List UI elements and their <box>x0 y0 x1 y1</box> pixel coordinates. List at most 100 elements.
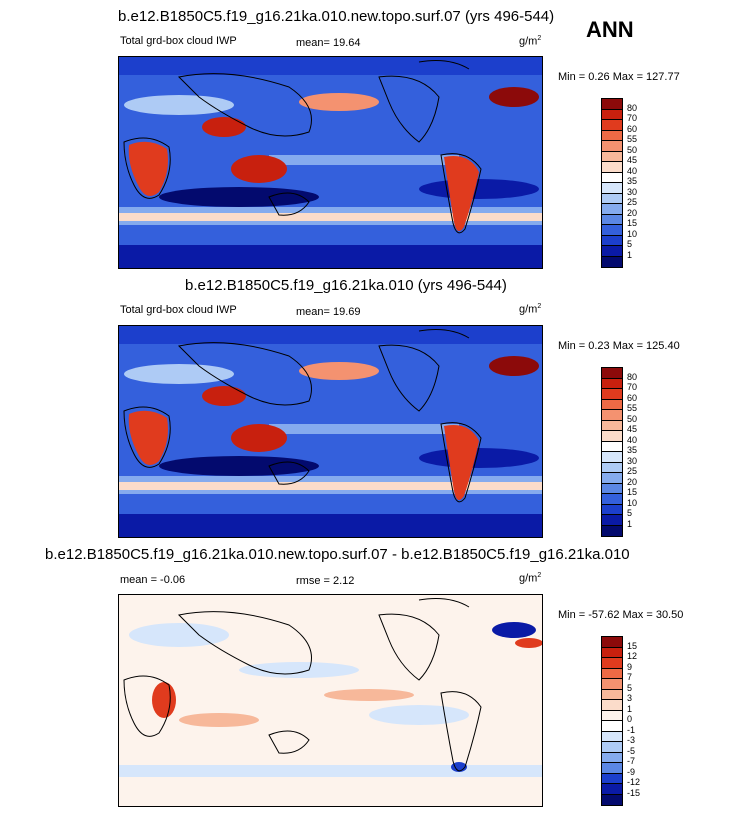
panel1-colorbar-swatch <box>602 193 622 204</box>
panel3-colorbar-tick-label: 5 <box>627 682 633 693</box>
panel2-nh-atlantic <box>124 364 234 384</box>
panel1-colorbar-tick-label: 55 <box>627 134 638 144</box>
panel3-colorbar-swatches <box>602 637 622 805</box>
panel3-colorbar <box>601 636 623 806</box>
panel3-coastlines <box>123 598 482 772</box>
panel1-colorbar-swatch <box>602 141 622 152</box>
panel1-map <box>118 56 543 269</box>
panel2-colorbar-tick-label: 20 <box>627 476 638 487</box>
panel3-colorbar-swatch <box>602 658 622 669</box>
panel3-mean-label: mean = -0.06 <box>120 574 186 586</box>
panel2-nh-pacific <box>299 362 379 380</box>
panel2-colorbar-tick-label: 15 <box>627 487 638 497</box>
panel2-colorbar-tick-label: 60 <box>627 392 638 403</box>
panel1-itcz <box>269 155 459 165</box>
panel3-colorbar-tick-label: 0 <box>627 714 633 724</box>
panel1-maritime-hotspot <box>231 155 287 183</box>
panel3-colorbar-swatch <box>602 763 622 774</box>
panel3-colorbar-tick-label: -7 <box>627 756 636 766</box>
panel3-minmax: Min = -57.62 Max = 30.50 <box>558 609 684 621</box>
panel1-colorbar-swatch <box>602 256 622 267</box>
panel3-colorbar-tick-label: -9 <box>627 766 636 777</box>
panel1-colorbar-tick-label: 60 <box>627 123 638 134</box>
panel2-itcz <box>269 424 459 434</box>
panel1-colorbar-tick-label: 80 <box>627 102 638 113</box>
panel3-colorbar-tick-label: 3 <box>627 693 633 703</box>
panel2-colorbar-swatch <box>602 525 622 536</box>
panel2-colorbar-tick-label: 35 <box>627 445 638 455</box>
panel1-colorbar-tick-label: 25 <box>627 197 638 207</box>
panel3-rmse-label: rmse = 2.12 <box>296 575 355 587</box>
panel2-colorbar-tick-label: 70 <box>627 382 638 392</box>
panel1-colorbar-tick-label: 15 <box>627 218 638 228</box>
panel2-minmax: Min = 0.23 Max = 125.40 <box>558 340 680 352</box>
panel2-colorbar-tick-label: 40 <box>627 434 638 445</box>
panel3-colorbar-tick-label: 9 <box>627 661 633 672</box>
panel1-colorbar-swatch <box>602 130 622 141</box>
panel1-nh-atlantic <box>124 95 234 115</box>
panel2-band-antarctic <box>119 514 542 537</box>
panel1-colorbar-tick-label: 20 <box>627 207 638 218</box>
panel3-colorbar-swatch <box>602 794 622 805</box>
panel2-coastlines <box>123 329 482 503</box>
panel2-dry-indian <box>159 456 319 476</box>
panel1-colorbar-tick-label: 70 <box>627 113 638 123</box>
panel2-colorbar-swatch <box>602 452 622 463</box>
panel2-colorbar-swatch <box>602 441 622 452</box>
panel2-map <box>118 325 543 538</box>
panel1-colorbar-tick-label: 40 <box>627 165 638 176</box>
panel2-units-base: g/m <box>519 303 538 316</box>
panel1-colorbar-swatch <box>602 120 622 131</box>
panel1-colorbar-swatch <box>602 183 622 194</box>
panel1-colorbar-tick-label: 35 <box>627 176 638 186</box>
panel1-colorbar-swatch <box>602 151 622 162</box>
panel1-coastlines <box>123 60 482 234</box>
panel2-map-svg <box>119 326 542 537</box>
panel3-natlantic-pos <box>515 638 542 648</box>
panel2-samerica-hotspot <box>444 425 479 500</box>
panel2-colorbar-tick-label: 25 <box>627 466 638 476</box>
panel2-mean-label: mean= 19.69 <box>296 306 361 318</box>
panel2-colorbar-swatch <box>602 368 622 379</box>
panel2-colorbar-swatch <box>602 378 622 389</box>
panel1-colorbar-tick-label: 10 <box>627 228 638 239</box>
panel2-colorbar-tick-label: 30 <box>627 455 638 466</box>
panel2-variable-label: Total grd-box cloud IWP <box>120 304 237 316</box>
panel2-colorbar-swatch <box>602 410 622 421</box>
panel3-colorbar-tick-label: -1 <box>627 724 636 735</box>
panel3-colorbar-tick-label: -3 <box>627 735 636 745</box>
season-label: ANN <box>586 17 634 42</box>
panel3-colorbar-swatch <box>602 647 622 658</box>
panel1-colorbar-tick-label: 45 <box>627 155 638 165</box>
panel2-band-south-core <box>119 482 542 490</box>
panel2-units-exp: 2 <box>537 303 542 310</box>
panel1-colorbar-swatch <box>602 109 622 120</box>
panel2-natlantic-max <box>489 356 539 376</box>
panel1-colorbar-swatch <box>602 246 622 257</box>
panel1-asia-hotspot <box>202 117 246 137</box>
panel2-colorbar-swatch <box>602 431 622 442</box>
panel1-colorbar-tick-label: 1 <box>627 249 633 260</box>
panel3-colorbar-swatch <box>602 731 622 742</box>
panel2-title: b.e12.B1850C5.f19_g16.21ka.010 (yrs 496-… <box>185 277 507 294</box>
panel1-colorbar-swatch <box>602 99 622 110</box>
panel3-colorbar-swatch <box>602 752 622 763</box>
panel1-nh-pacific <box>299 93 379 111</box>
panel1-minmax: Min = 0.26 Max = 127.77 <box>558 71 680 83</box>
panel3-units: g/m2 <box>519 572 541 585</box>
panel3-title: b.e12.B1850C5.f19_g16.21ka.010.new.topo.… <box>45 546 630 563</box>
panel3-colorbar-tick-label: 12 <box>627 651 638 661</box>
panel1-colorbar <box>601 98 623 268</box>
panel3-colorbar-swatch <box>602 637 622 648</box>
panel1-colorbar-swatch <box>602 225 622 236</box>
panel3-neg-patch-2 <box>239 662 359 678</box>
panel1-samerica-hotspot <box>444 156 479 231</box>
panel2-units: g/m2 <box>519 303 541 316</box>
panel1-dry-indian <box>159 187 319 207</box>
panel3-pos-patch-2 <box>324 689 414 701</box>
panel3-map-svg <box>119 595 542 806</box>
panel3-colorbar-swatch <box>602 710 622 721</box>
panel1-colorbar-swatches <box>602 99 622 267</box>
panel1-colorbar-swatch <box>602 214 622 225</box>
panel3-colorbar-tick-label: -15 <box>627 787 641 798</box>
